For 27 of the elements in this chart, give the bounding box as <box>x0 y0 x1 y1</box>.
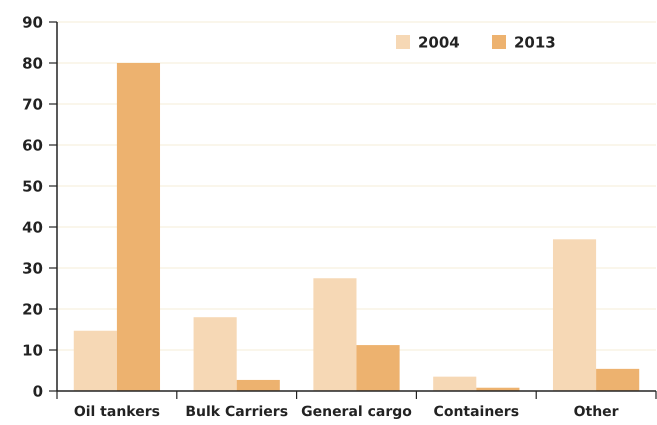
bar <box>194 317 237 391</box>
bar <box>313 278 356 391</box>
bar <box>74 330 117 391</box>
legend-label: 2013 <box>514 33 556 52</box>
y-tick-label: 10 <box>22 341 43 360</box>
y-tick-label: 50 <box>22 177 43 196</box>
bar <box>356 345 400 391</box>
bar <box>433 376 476 391</box>
y-tick-label: 80 <box>22 54 43 72</box>
bar <box>116 63 160 391</box>
bar <box>236 380 280 391</box>
y-tick-label: 90 <box>22 13 43 32</box>
y-tick-label: 20 <box>22 300 43 318</box>
y-tick-label: 60 <box>22 136 43 154</box>
y-tick-label: 70 <box>22 95 43 114</box>
bar <box>552 239 596 391</box>
legend-label: 2004 <box>418 33 460 52</box>
x-tick-label: Other <box>574 404 619 420</box>
x-tick-label: General cargo <box>301 404 412 420</box>
bar <box>596 368 640 391</box>
y-tick-label: 40 <box>22 218 43 236</box>
x-tick-label: Containers <box>434 404 520 420</box>
x-tick-label: Bulk Carriers <box>185 404 288 420</box>
y-tick-label: 0 <box>32 382 43 400</box>
bar <box>476 388 520 391</box>
x-tick-label: Oil tankers <box>74 404 160 420</box>
y-tick-label: 30 <box>22 259 43 278</box>
